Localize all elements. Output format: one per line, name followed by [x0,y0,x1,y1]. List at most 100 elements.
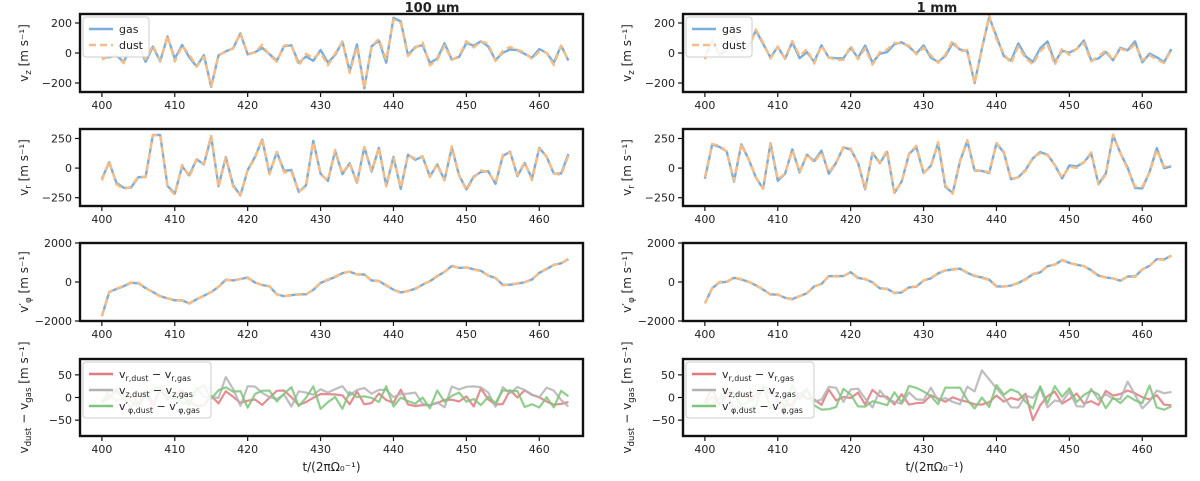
y-tick-label: 0 [65,276,72,289]
y-tick-label: 0 [668,276,675,289]
y-tick-label: 0 [65,47,72,60]
column-title-1mm: 1 mm [917,1,958,16]
y-tick-label: −2000 [638,315,675,328]
series-line-gas [100,133,570,197]
x-tick-label: 450 [456,443,477,456]
x-tick-label: 430 [310,99,331,112]
x-tick-label: 460 [529,213,550,226]
panel-100um-row2: −2000 0 2000 400 410 420 430 440 450 460 v′φ​ [m s… [17,237,585,341]
axes-frame [78,241,585,323]
y-tick-label: −250 [645,192,675,205]
y-tick-label: 200 [51,17,72,30]
x-tick-label: 400 [91,328,112,341]
x-tick-label: 410 [164,328,185,341]
legend-label-v_r_diff: vr,dust​ − vr,gas​ [119,368,191,383]
series-line-gas [703,254,1172,304]
legend-label-v_r_diff: vr,dust​ − vr,gas​ [722,368,794,383]
y-axis-label: vz​ [m s⁻¹] [620,24,637,82]
x-tick-label: 420 [237,213,258,226]
panel-100um-row3: −50 0 50 400 410 420 430 440 450 460 vdust​ − vgas… [17,341,585,474]
x-tick-label: 440 [383,443,404,456]
x-tick-label: 450 [1059,328,1080,341]
panel-100um-row0: −200 0 200 400 410 420 430 440 450 460 vz​ [m s⁻¹]… [17,12,585,112]
x-tick-label: 460 [1132,213,1153,226]
axes-frame [681,127,1188,208]
x-tick-label: 440 [383,213,404,226]
y-axis-label: vr​ [m s⁻¹] [620,139,637,196]
y-tick-label: 0 [668,47,675,60]
x-tick-label: 450 [1059,213,1080,226]
x-tick-label: 410 [767,99,788,112]
x-tick-label: 440 [383,99,404,112]
x-tick-label: 440 [383,328,404,341]
y-axis-label: vdust​ − vgas​ [m s⁻¹] [620,341,637,453]
x-tick-label: 450 [456,213,477,226]
panel-1mm-row3: −50 0 50 400 410 420 430 440 450 460 vdust​ − vgas… [620,341,1188,474]
x-tick-label: 410 [767,328,788,341]
x-tick-label: 420 [840,213,861,226]
y-tick-label: −200 [645,77,675,90]
x-tick-label: 410 [767,213,788,226]
y-axis-label: v′φ​ [m s⁻¹] [17,251,34,313]
x-tick-label: 420 [840,443,861,456]
x-tick-label: 460 [529,443,550,456]
y-tick-label: 50 [58,369,72,382]
y-axis-label: v′φ​ [m s⁻¹] [620,251,637,313]
x-tick-label: 440 [986,443,1007,456]
x-tick-label: 460 [1132,99,1153,112]
y-tick-label: 0 [668,162,675,175]
x-tick-label: 400 [91,213,112,226]
legend-label-gas: gas [119,23,139,36]
x-tick-label: 440 [986,99,1007,112]
x-tick-label: 420 [840,99,861,112]
y-axis-label: vz​ [m s⁻¹] [17,24,34,82]
y-tick-label: 0 [65,162,72,175]
y-tick-label: −2000 [35,315,72,328]
y-tick-label: 250 [654,132,675,145]
x-tick-label: 400 [91,99,112,112]
x-tick-label: 450 [456,328,477,341]
legend-label-v_z_diff: vz,dust​ − vz,gas​ [119,384,193,399]
series-group [703,133,1172,196]
x-tick-label: 450 [456,99,477,112]
x-tick-label: 460 [529,328,550,341]
series-line-dust [100,257,570,317]
legend: gas dust [82,16,150,58]
y-tick-label: 2000 [647,237,675,250]
series-group [101,16,570,90]
y-tick-label: −50 [49,414,72,427]
series-line-dust [703,254,1172,304]
series-line-gas [703,15,1173,85]
legend-label-dust: dust [722,39,747,52]
x-tick-label: 460 [1132,328,1153,341]
y-tick-label: 2000 [44,237,72,250]
series-group [703,254,1172,304]
x-tick-label: 440 [986,328,1007,341]
y-tick-label: −200 [42,77,72,90]
axes-frame [681,12,1188,94]
x-tick-label: 420 [237,443,258,456]
x-axis-label: t/(2πΩ₀⁻¹) [302,460,360,474]
x-tick-label: 430 [310,443,331,456]
panel-1mm-row0: −200 0 200 400 410 420 430 440 450 460 vz​ [m s⁻¹]… [620,12,1188,112]
legend: vr,dust​ − vr,gas​vz,dust​ − vz,gas​v′φ,… [82,361,212,419]
x-tick-label: 430 [310,328,331,341]
x-tick-label: 430 [913,443,934,456]
x-tick-label: 450 [1059,99,1080,112]
y-tick-label: 0 [668,392,675,405]
series-line-dust [100,133,570,197]
x-tick-label: 410 [767,443,788,456]
series-group [100,133,570,197]
legend: gas dust [685,16,753,58]
y-axis-label: vdust​ − vgas​ [m s⁻¹] [17,341,34,453]
y-axis-label: vr​ [m s⁻¹] [17,139,34,196]
x-tick-label: 450 [1059,443,1080,456]
panel-1mm-row2: −2000 0 2000 400 410 420 430 440 450 460 v′φ​ [m s… [620,237,1188,341]
x-tick-label: 420 [840,328,861,341]
x-tick-label: 430 [913,99,934,112]
x-tick-label: 460 [1132,443,1153,456]
y-tick-label: −50 [652,414,675,427]
x-tick-label: 430 [913,328,934,341]
